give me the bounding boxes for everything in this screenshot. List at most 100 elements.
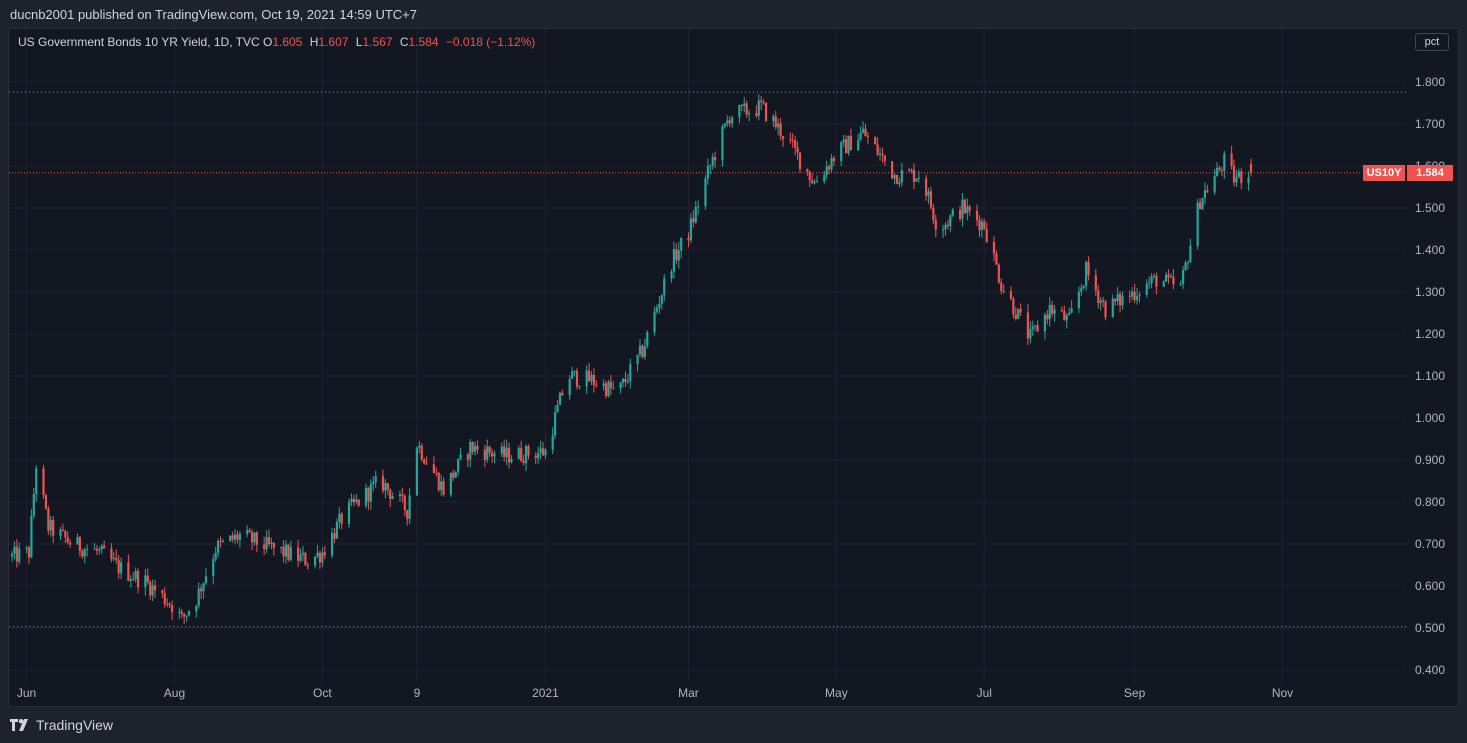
candle-body bbox=[929, 191, 933, 208]
candle-body bbox=[403, 495, 406, 510]
candle-body bbox=[442, 481, 445, 495]
x-tick-label: Jun bbox=[17, 686, 36, 700]
candle-body bbox=[1085, 262, 1088, 286]
candle-body bbox=[745, 103, 748, 115]
candle-body bbox=[420, 445, 423, 460]
candle-body bbox=[1172, 276, 1175, 285]
candle-body bbox=[944, 224, 947, 230]
candle-body bbox=[418, 445, 421, 448]
candle-body bbox=[267, 536, 271, 545]
candle-body bbox=[709, 165, 712, 167]
candle-body bbox=[115, 557, 118, 560]
candle-body bbox=[534, 455, 537, 459]
candle-body bbox=[1046, 314, 1049, 320]
candle-body bbox=[517, 447, 520, 459]
candle-body bbox=[849, 135, 853, 151]
candle-body bbox=[883, 155, 886, 162]
candle-body bbox=[1014, 314, 1017, 319]
candle-body bbox=[878, 153, 882, 155]
candle-body bbox=[454, 471, 457, 478]
candle-body bbox=[35, 468, 38, 495]
candle-body bbox=[1104, 301, 1107, 318]
candle-body bbox=[103, 545, 106, 549]
candle-body bbox=[161, 590, 164, 594]
candle-body bbox=[338, 513, 341, 522]
candle-body bbox=[64, 530, 67, 538]
candle-body bbox=[1133, 291, 1136, 300]
candle-body bbox=[604, 383, 608, 397]
candle-body bbox=[789, 138, 792, 141]
tradingview-logo-icon[interactable] bbox=[10, 719, 30, 731]
candle-body bbox=[1237, 171, 1240, 178]
candle-body bbox=[474, 445, 477, 452]
candle-body bbox=[299, 554, 302, 561]
candle-body bbox=[32, 494, 35, 516]
y-tick-label: 0.600 bbox=[1415, 579, 1445, 593]
candle-body bbox=[1215, 167, 1219, 177]
candle-body bbox=[624, 378, 627, 382]
candle-body bbox=[757, 100, 760, 116]
candle-body bbox=[898, 182, 901, 184]
candle-body bbox=[15, 546, 18, 562]
candle-body bbox=[30, 515, 33, 558]
candle-body bbox=[823, 174, 826, 182]
x-tick-label: Nov bbox=[1272, 686, 1293, 700]
publish-header: ducnb2001 published on TradingView.com, … bbox=[0, 0, 1467, 28]
chart-frame[interactable] bbox=[8, 28, 1459, 707]
candle-body bbox=[1167, 274, 1170, 278]
candle-body bbox=[47, 508, 50, 531]
candle-body bbox=[619, 382, 622, 388]
candle-body bbox=[861, 128, 865, 133]
candle-body bbox=[1099, 300, 1102, 303]
percent-scale-button[interactable]: pct bbox=[1415, 33, 1449, 51]
candle-body bbox=[76, 537, 79, 545]
candle-body bbox=[743, 103, 746, 106]
y-tick-label: 0.500 bbox=[1415, 621, 1445, 635]
candle-body bbox=[1162, 281, 1165, 287]
candle-body bbox=[520, 447, 523, 461]
candle-body bbox=[200, 588, 203, 592]
candle-body bbox=[42, 468, 45, 495]
candle-body bbox=[1068, 312, 1071, 315]
x-tick-label: Sep bbox=[1124, 686, 1146, 700]
candle-body bbox=[66, 537, 69, 543]
candle-body bbox=[813, 182, 816, 184]
footer-brand[interactable]: TradingView bbox=[36, 717, 114, 733]
candle-body bbox=[238, 533, 242, 540]
candle-body bbox=[440, 481, 443, 491]
candle-body bbox=[52, 519, 55, 536]
candle-body bbox=[857, 139, 860, 151]
high-value: 1.607 bbox=[318, 35, 349, 49]
candle-body bbox=[1198, 202, 1202, 209]
candle-body bbox=[316, 552, 319, 557]
publish-line: ducnb2001 published on TradingView.com, … bbox=[10, 6, 418, 22]
candle-body bbox=[398, 494, 402, 497]
candle-body bbox=[229, 535, 232, 541]
candle-body bbox=[711, 157, 714, 166]
candle-body bbox=[1213, 176, 1216, 193]
candle-body bbox=[934, 220, 937, 230]
candle-body bbox=[653, 311, 656, 333]
candle-body bbox=[384, 483, 387, 491]
candle-body bbox=[136, 571, 140, 588]
candle-body bbox=[95, 548, 98, 551]
candle-body bbox=[1029, 329, 1032, 339]
candle-body bbox=[1121, 295, 1124, 306]
candle-body bbox=[389, 489, 392, 499]
candle-body bbox=[689, 218, 693, 241]
candle-body bbox=[731, 117, 734, 124]
candle-body bbox=[459, 454, 462, 459]
candle-body bbox=[830, 158, 833, 170]
candle-body bbox=[1002, 290, 1005, 292]
candle-body bbox=[721, 126, 724, 161]
candle-body bbox=[983, 221, 986, 229]
candle-body bbox=[791, 140, 794, 142]
candle-body bbox=[636, 354, 639, 365]
candle-body bbox=[747, 113, 751, 115]
candle-body bbox=[1087, 262, 1090, 276]
candle-body bbox=[554, 412, 557, 436]
candle-body bbox=[457, 458, 460, 472]
candle-body bbox=[874, 137, 877, 145]
candle-body bbox=[607, 381, 610, 397]
